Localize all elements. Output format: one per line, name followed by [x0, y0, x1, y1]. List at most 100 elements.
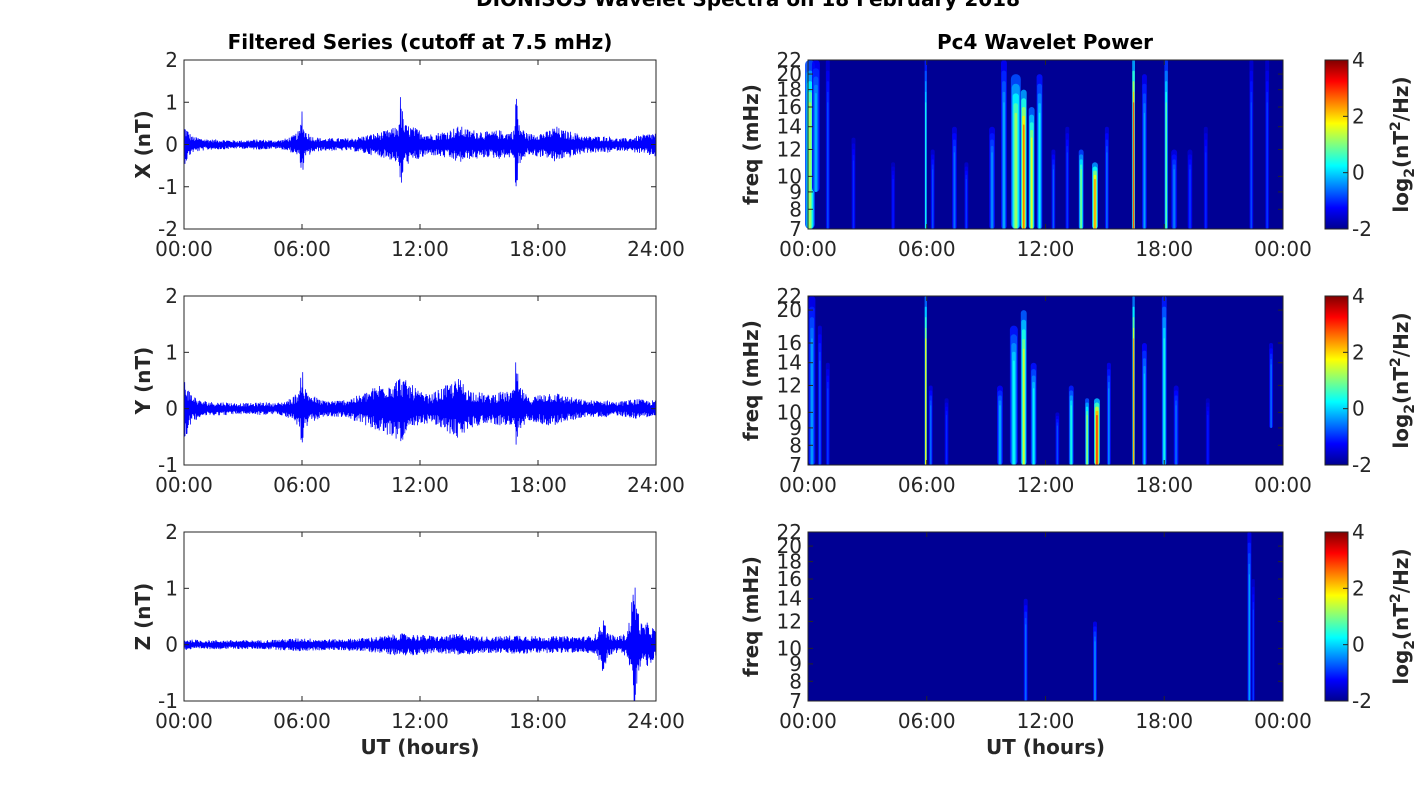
wavelet-power-streak — [827, 388, 829, 465]
wavelet-power-streak — [925, 102, 927, 230]
x-tick-label: 18:00 — [1135, 473, 1193, 497]
y-tick-label: 2 — [165, 520, 178, 544]
y-tick-label: 14 — [777, 351, 802, 375]
wavelet-power-streak — [1143, 112, 1145, 229]
wavelet-power-streak — [1248, 574, 1250, 702]
wavelet-power-streak — [1143, 373, 1145, 465]
colorbar-tick-label: 4 — [1352, 520, 1365, 544]
wavelet-power-streak — [965, 179, 967, 229]
colorbar-tick-label: 2 — [1352, 104, 1365, 128]
wavelet-power-streak — [1270, 364, 1272, 428]
colorbar-tick-label: -2 — [1352, 217, 1372, 241]
wavelet-power-streak — [814, 93, 817, 192]
colorbar-tick-label: -2 — [1352, 689, 1372, 713]
wavelet-power-streak — [1266, 102, 1268, 230]
colorbar-tick-label: 0 — [1352, 633, 1365, 657]
colorbar-label: log2(nT2/Hz) — [1388, 76, 1418, 212]
wavelet-power-streak — [1173, 169, 1175, 229]
series-trace — [183, 97, 657, 187]
x-tick-label: 12:00 — [391, 237, 449, 261]
colorbar-label-base: log — [1389, 414, 1413, 449]
y-tick-label: -1 — [158, 175, 178, 199]
y-tick-label: 18 — [777, 550, 802, 574]
wavelet-power-streak — [892, 179, 894, 229]
colorbar-tick-label: 2 — [1352, 340, 1365, 364]
colorbar-tick-label: 2 — [1352, 576, 1365, 600]
y-tick-label: 8 — [789, 669, 802, 693]
wavelet-power-streak — [1086, 415, 1088, 465]
colorbar-label-open: (nT — [1389, 131, 1413, 168]
wavelet-power-streak — [1014, 112, 1018, 229]
wavelet-power-streak — [999, 405, 1001, 465]
y-tick-label: 12 — [777, 137, 802, 161]
figure-title: DIONISOS Wavelet Spectra on 18 February … — [476, 0, 1020, 11]
plot-area — [184, 296, 656, 465]
x-tick-label: 18:00 — [509, 709, 567, 733]
wavelet-power-streak — [1189, 169, 1191, 229]
y-tick-label: 9 — [789, 180, 802, 204]
colorbar-label: log2(nT2/Hz) — [1388, 312, 1418, 448]
x-tick-label: 18:00 — [509, 237, 567, 261]
x-tick-label: 24:00 — [627, 237, 685, 261]
y-tick-label: 20 — [777, 62, 802, 86]
wavelet-power-streak — [932, 169, 934, 229]
y-tick-label: 16 — [777, 567, 802, 591]
x-tick-label: 00:00 — [1254, 709, 1312, 733]
wavelet-power-streak — [991, 152, 993, 229]
colorbar-label-base: log — [1389, 650, 1413, 685]
y-axis-label: X (nT) — [131, 110, 155, 179]
y-tick-label: 8 — [789, 197, 802, 221]
series-panel-3: -1 0 1 2 00:00 06:00 12:00 18:00 24:00 Z (nT) UT (… — [131, 520, 685, 759]
y-tick-label: 22 — [777, 48, 802, 72]
y-tick-label: 22 — [777, 520, 802, 544]
x-tick-label: 00:00 — [155, 709, 213, 733]
y-tick-label: 12 — [777, 373, 802, 397]
x-tick-label: 00:00 — [779, 473, 837, 497]
wavelet-power-streak — [819, 360, 821, 465]
x-tick-label: 00:00 — [155, 237, 213, 261]
y-tick-label: -2 — [158, 217, 178, 241]
wavelet-power-streak — [852, 160, 855, 229]
heatmap-background — [808, 532, 1283, 701]
colorbar-tick-label: -2 — [1352, 453, 1372, 477]
x-axis-label: UT (hours) — [360, 735, 479, 759]
y-axis-label: freq (mHz) — [739, 320, 763, 441]
x-tick-label: 18:00 — [1135, 237, 1193, 261]
colorbar-label-sup: 2 — [1388, 121, 1404, 131]
wavelet-power-streak — [953, 152, 955, 229]
y-axis-label: freq (mHz) — [739, 556, 763, 677]
y-tick-label: 16 — [777, 331, 802, 355]
colorbar — [1324, 531, 1349, 702]
y-tick-label: 18 — [777, 78, 802, 102]
y-tick-label: 7 — [789, 453, 802, 477]
y-tick-label: 0 — [165, 133, 178, 157]
plot-area — [184, 532, 656, 701]
x-tick-label: 18:00 — [509, 473, 567, 497]
x-tick-label: 12:00 — [391, 709, 449, 733]
wavelet-power-streak — [1038, 112, 1041, 229]
y-tick-label: 16 — [777, 95, 802, 119]
right-column-title: Pc4 Wavelet Power — [937, 30, 1153, 54]
wavelet-power-streak — [1252, 609, 1254, 701]
y-tick-label: 1 — [165, 576, 178, 600]
y-tick-label: 0 — [165, 397, 178, 421]
x-tick-label: 12:00 — [1017, 237, 1075, 261]
y-tick-label: 2 — [165, 48, 178, 72]
colorbar-label-sup: 2 — [1388, 593, 1404, 603]
wavelet-power-streak — [1250, 102, 1252, 230]
colorbar-label-base: log — [1389, 178, 1413, 213]
y-tick-label: 14 — [777, 587, 802, 611]
colorbar-label-close: /Hz) — [1389, 312, 1413, 357]
y-axis-label: freq (mHz) — [739, 84, 763, 205]
y-tick-label: -1 — [158, 453, 178, 477]
wavelet-power-streak — [1032, 388, 1035, 465]
x-tick-label: 00:00 — [779, 237, 837, 261]
wavelet-power-streak — [1003, 102, 1005, 230]
y-tick-label: -1 — [158, 689, 178, 713]
x-tick-label: 24:00 — [627, 473, 685, 497]
wavelet-power-streak — [925, 338, 927, 466]
y-tick-label: 7 — [789, 217, 802, 241]
